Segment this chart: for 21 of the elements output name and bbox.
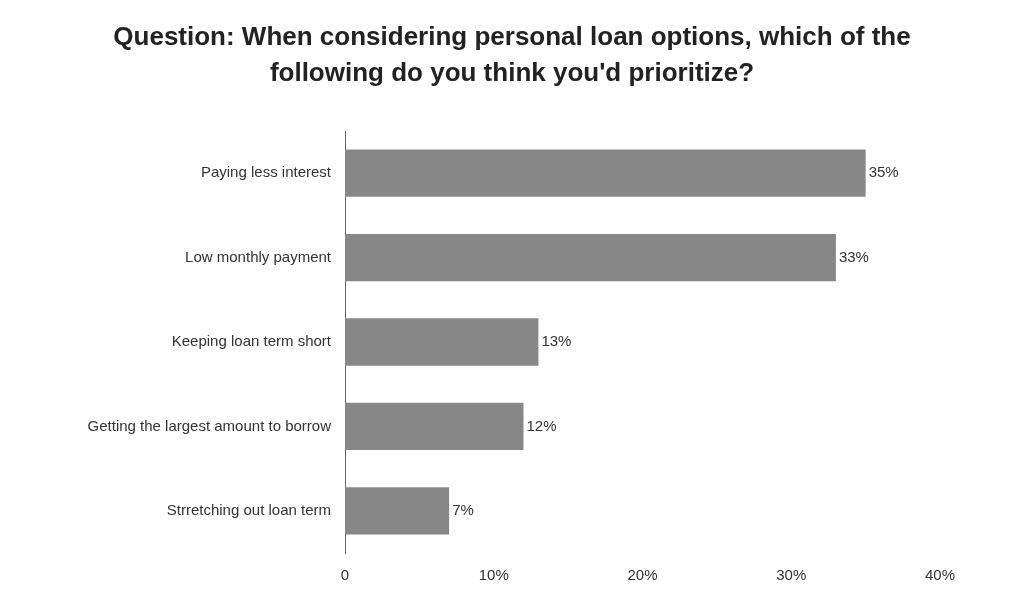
x-tick-label: 10%	[478, 566, 509, 584]
y-tick-label: Getting the largest amount to borrow	[87, 416, 332, 434]
bar	[345, 318, 539, 366]
y-tick-label: Paying less interest	[200, 163, 332, 181]
bar	[345, 233, 836, 282]
chart-title: Question: When considering personal loan options, which of the following do you think you'd prioritize?	[112, 20, 912, 89]
data-label: 7%	[452, 500, 474, 518]
data-label: 33%	[838, 247, 869, 265]
bar	[345, 402, 524, 451]
x-tick-label: 20%	[627, 566, 658, 584]
y-tick-label: Strretching out loan term	[166, 500, 331, 518]
data-label: 12%	[526, 416, 557, 434]
x-tick-label: 0	[340, 566, 350, 584]
data-label: 13%	[541, 332, 572, 350]
x-tick-label: 40%	[924, 566, 956, 584]
y-tick-label: Low monthly payment	[185, 247, 332, 265]
y-tick-label: Keeping loan term short	[171, 332, 332, 350]
x-tick-label: 30%	[776, 566, 807, 584]
data-label: 35%	[868, 163, 899, 181]
bar	[345, 149, 866, 197]
bar	[345, 487, 450, 535]
